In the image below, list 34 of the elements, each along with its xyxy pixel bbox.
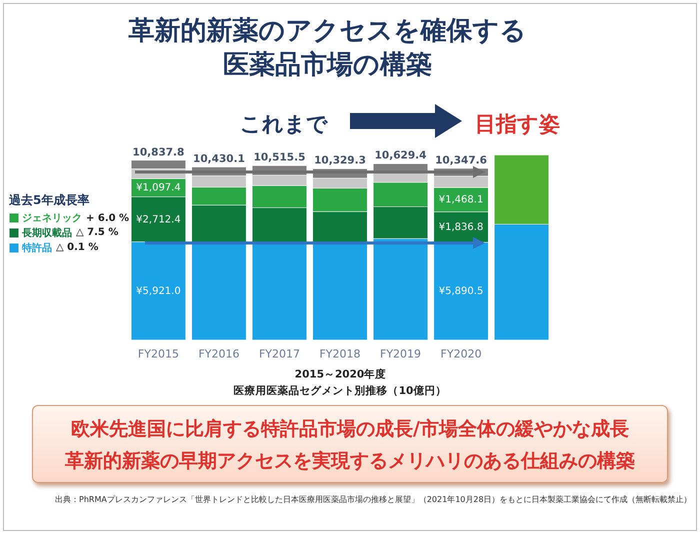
text: 特許品 [21,242,52,254]
legend-title: 過去5年成長率 [8,193,90,207]
data-label: ¥5,890.5 [438,286,484,298]
x-tick-label: FY2015 [138,348,179,360]
text: △ 7.5 % [76,226,118,240]
total-label: 10,629.4 [374,150,426,162]
text: 革新的新薬の早期アクセスを実現するメリハリのある仕組みの構築 [64,449,636,474]
total-label: 10,430.1 [193,153,245,166]
total-label: 10,837.8 [132,146,184,158]
text: 欧米先進国に比肩する特許品市場の成長/市場全体の緩やかな成長 [70,417,630,442]
x-tick-label: FY2017 [258,348,300,360]
legend-label: ジェネリック [22,213,82,224]
text: これまで [240,111,328,138]
data-label: ¥1,097.4 [136,182,181,194]
chart-title: 革新的新薬のアクセスを確保する医薬品市場の構築 [128,15,528,82]
source-note: 出典：PhRMAプレスカンファレンス「世界トレンドと比較した日本医療用医薬品市場の推移と展望」（2021年10月28日）をもとに日本製薬工業協会にて作成（無断転載禁止） [55,494,692,505]
annotation: + 6.0 % [86,212,130,226]
legend-label: 長期収載品 [21,227,72,239]
total-label: 10,329.3 [314,154,366,167]
text: △ 0.1 % [56,241,98,255]
text: 医療用医薬品セグメント別推移（10億円） [232,384,448,398]
data-label: ¥1,836.8 [438,222,484,234]
x-axis-title: 2015～2020年度 [294,368,386,380]
x-tick-label: FY2019 [380,348,422,360]
x-tick-label: FY2020 [440,348,482,360]
data-label: ¥1,468.1 [438,194,484,206]
x-tick-label: FY2016 [198,348,240,360]
data-label: ¥5,921.0 [136,286,181,297]
x-tick-label: FY2018 [319,348,361,360]
data-label: ¥2,712.4 [136,214,181,226]
text: 目指す姿 [475,111,560,138]
total-label: 10,347.6 [435,154,487,166]
bar [191,242,246,340]
total-label: 10,515.5 [254,152,306,164]
